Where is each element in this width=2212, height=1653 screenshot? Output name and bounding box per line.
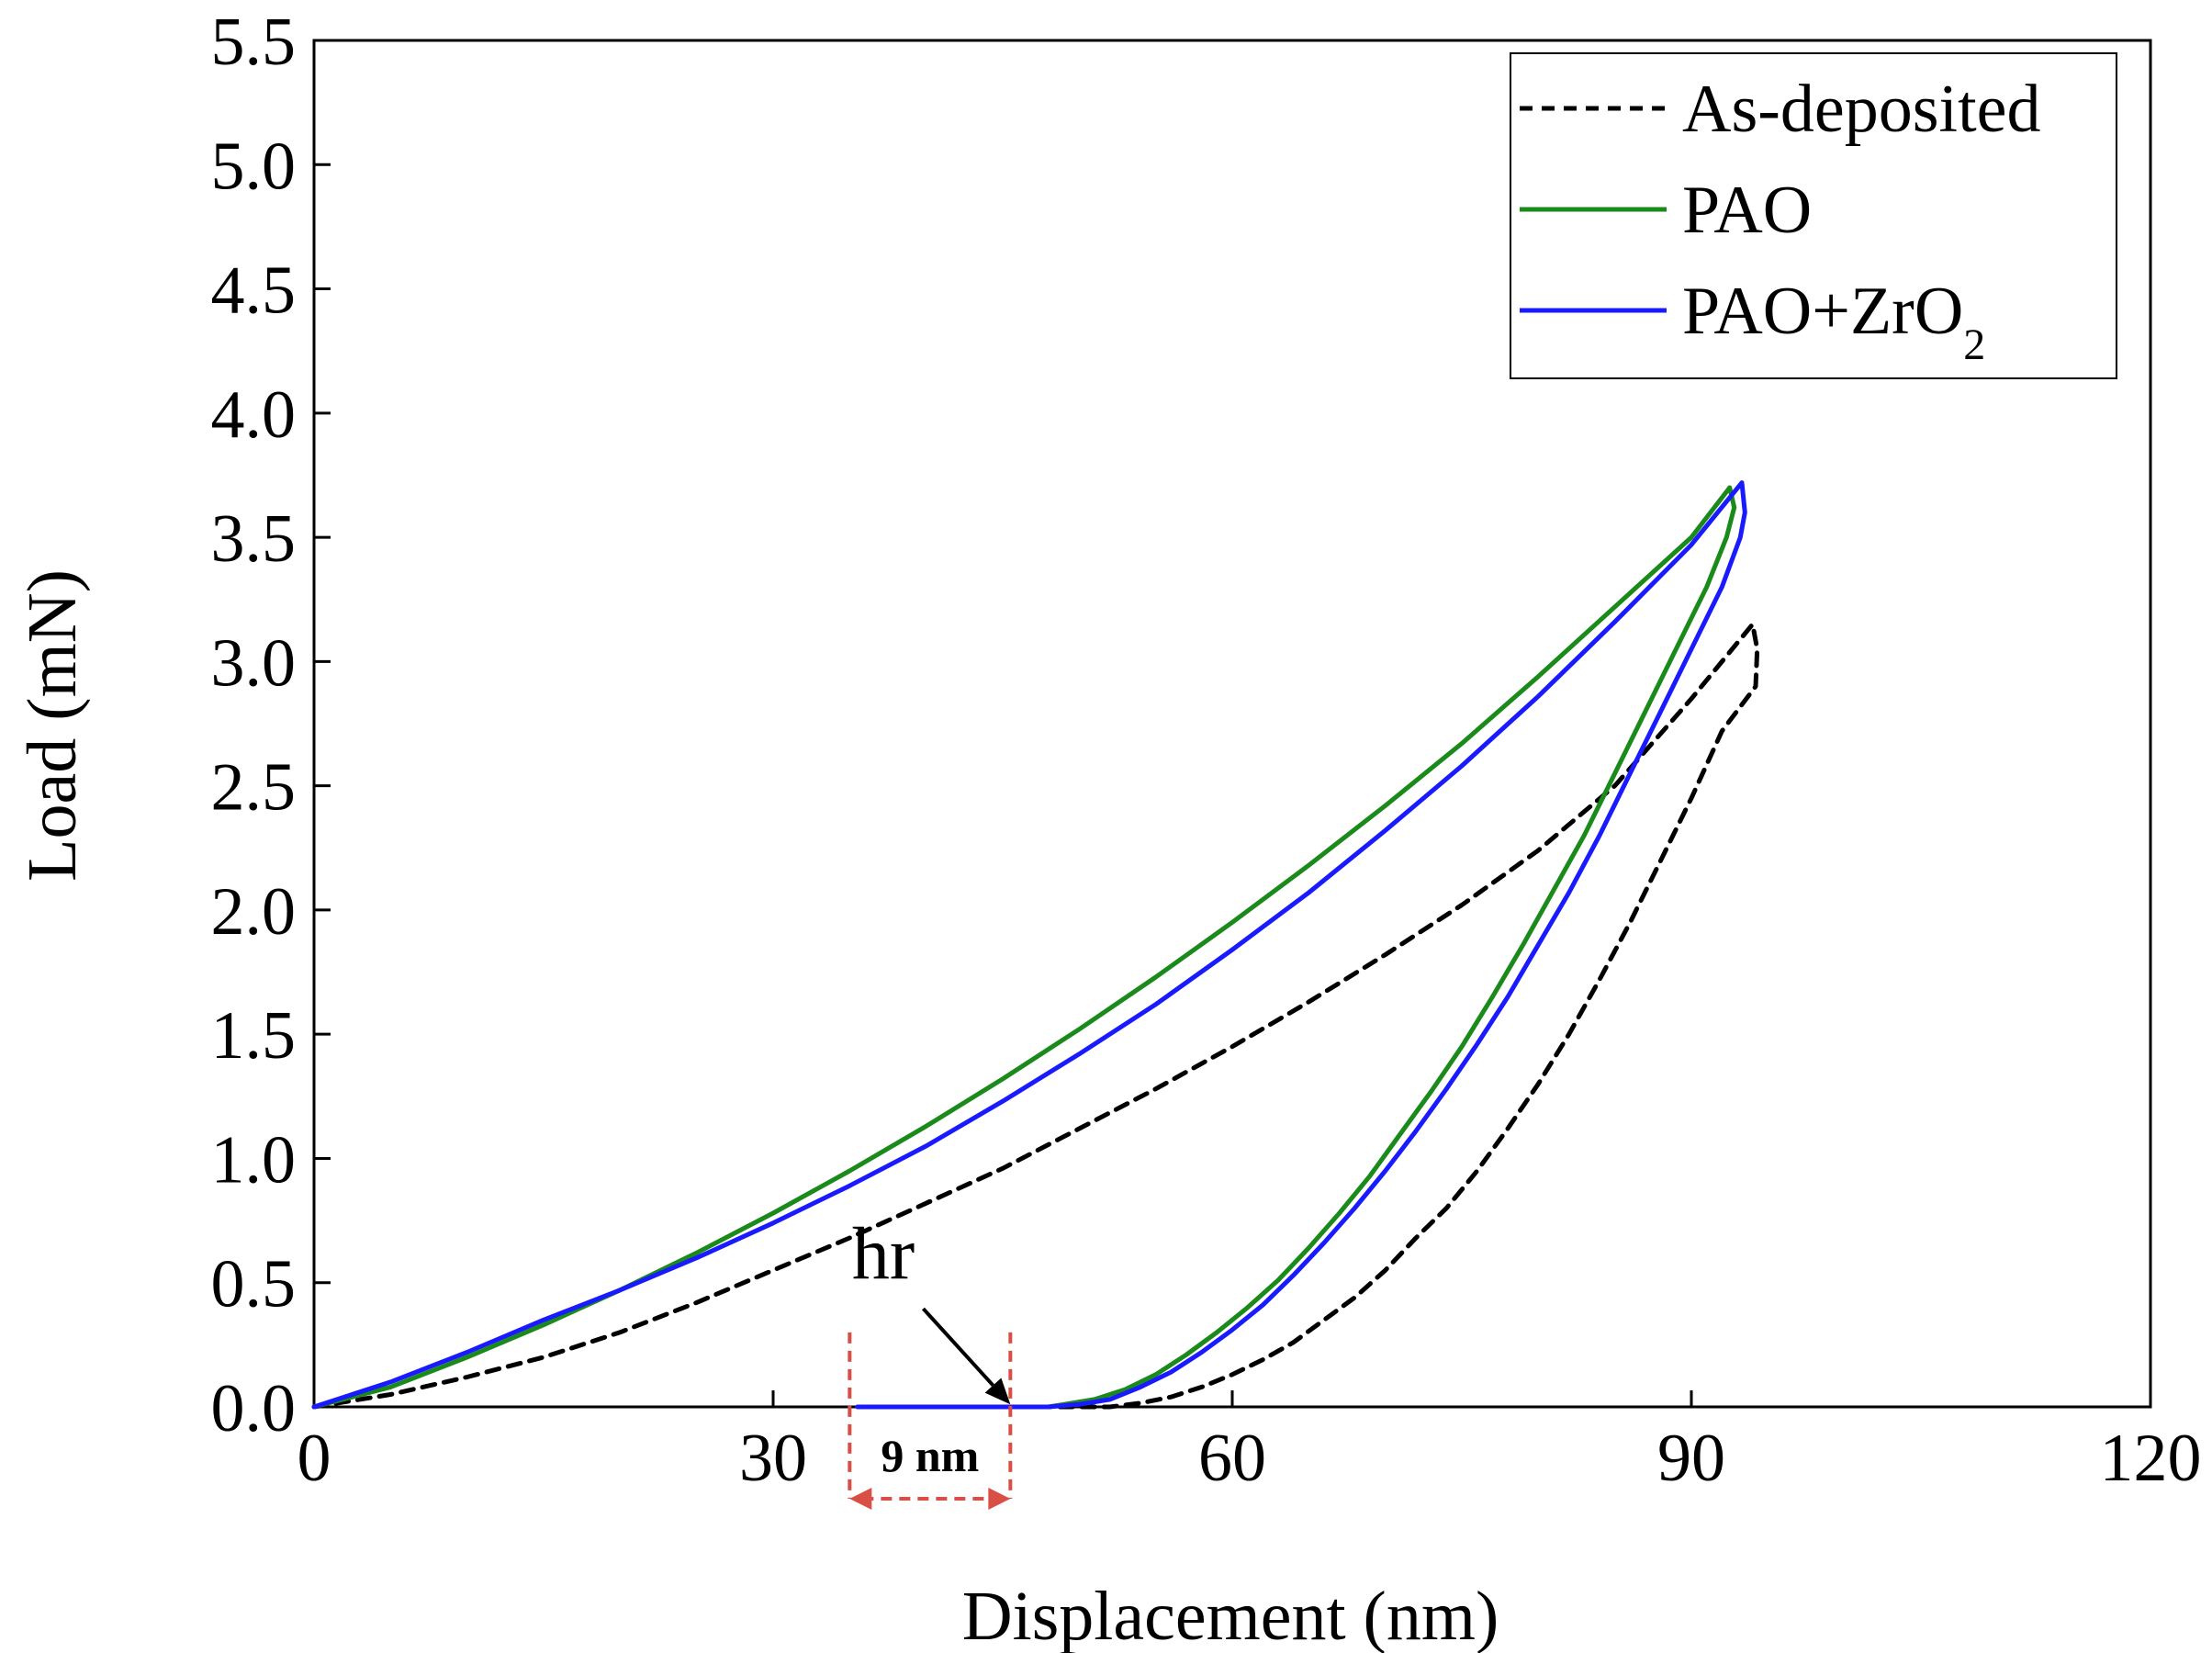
hr-label: hr — [852, 1211, 915, 1295]
legend-label-pao-zro2: PAO+ZrO2 — [1682, 274, 1985, 369]
data-series — [311, 480, 1760, 1410]
x-axis-label: Displacement (nm) — [962, 1578, 1499, 1653]
axis-labels: Displacement (nm) Load (mN) — [14, 569, 1499, 1653]
y-tick-label: 1.0 — [211, 1122, 297, 1198]
y-tick-label: 0.5 — [211, 1247, 297, 1322]
hr-arrow — [921, 1307, 994, 1387]
y-tick-label: 3.0 — [211, 625, 297, 701]
gap-arrowhead-left — [849, 1488, 872, 1510]
annotations: 9 nm hr — [848, 1211, 1013, 1510]
series-line-as-deposited — [311, 622, 1760, 1410]
x-tick-label: 0 — [298, 1421, 331, 1496]
y-tick-label: 2.0 — [211, 874, 297, 950]
y-tick-label: 2.5 — [211, 750, 297, 826]
x-tick-label: 30 — [739, 1421, 807, 1496]
legend-label-pao: PAO — [1682, 173, 1812, 248]
x-tick-label: 120 — [2100, 1421, 2202, 1496]
axis-ticks: 0 30 60 90 120 0.0 0.5 1.0 1.5 2.0 2.5 3.0 3.5 4.0 4.5… — [211, 5, 2202, 1496]
y-tick-label: 1.5 — [211, 998, 297, 1074]
y-tick-label: 5.0 — [211, 129, 297, 204]
gap-arrowhead-right — [988, 1488, 1011, 1510]
series-line-pao-zro2 — [311, 480, 1747, 1410]
y-tick-label: 0.0 — [211, 1371, 297, 1446]
y-tick-label: 5.5 — [211, 5, 297, 80]
hr-arrowhead — [984, 1378, 1011, 1405]
y-axis-label: Load (mN) — [14, 569, 91, 882]
gap-label: 9 nm — [881, 1430, 979, 1481]
y-tick-label: 4.0 — [211, 377, 297, 453]
y-tick-label: 3.5 — [211, 501, 297, 577]
x-tick-label: 90 — [1657, 1421, 1725, 1496]
legend: As-deposited PAO PAO+ZrO2 — [1510, 52, 2117, 379]
x-tick-label: 60 — [1198, 1421, 1266, 1496]
legend-label-as-deposited: As-deposited — [1682, 72, 2041, 147]
series-line-pao — [311, 485, 1737, 1410]
y-tick-label: 4.5 — [211, 253, 297, 329]
